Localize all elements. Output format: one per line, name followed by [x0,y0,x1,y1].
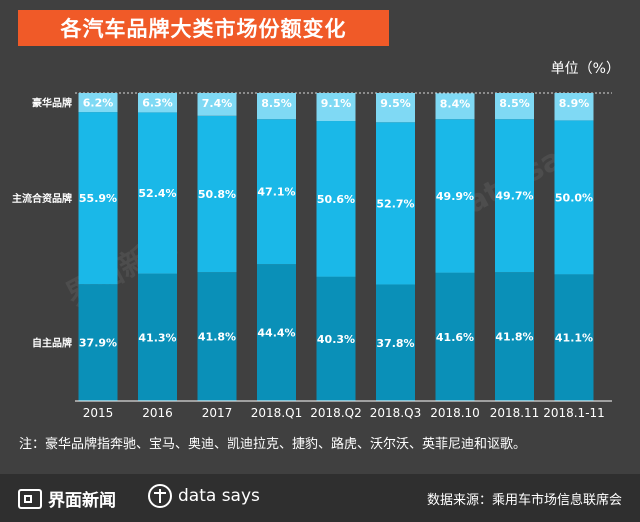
bar-segment [257,93,296,120]
bar-segment [435,119,475,273]
x-tick-label: 2018.Q1 [251,406,302,420]
stacked-bar-chart: 37.9% 55.9% 6.2% 2015 41.3% 52.4% 6.3% 2016 41.8… [12,92,612,420]
bar-segment [495,272,534,401]
data-label: 52.4% [138,187,176,200]
x-tick-label: 2018.Q3 [370,406,421,420]
data-label: 49.7% [495,190,533,203]
brand-name: 界面新闻 [48,491,116,511]
bar-segment [316,93,356,122]
bar-segment [78,112,118,285]
data-label: 52.7% [376,197,414,210]
data-label: 41.3% [138,331,176,344]
bar-segment [376,122,415,285]
data-source: 数据来源：乘用车市场信息联席会 [426,493,622,508]
data-label: 41.1% [555,332,593,345]
data-label: 8.5% [261,97,292,110]
data-label: 37.8% [376,337,414,350]
data-label: 55.9% [79,192,117,205]
footnote: 注：豪华品牌指奔驰、宝马、奥迪、凯迪拉克、捷豹、路虎、沃尔沃、英菲尼迪和讴歌。 [19,437,527,452]
series-label: 主流合资品牌 [12,192,72,205]
data-label: 8.4% [440,97,471,110]
bar-segment [316,121,356,277]
bar-segment [554,93,594,121]
data-label: 8.9% [559,97,590,110]
datasays-brand: data says [148,484,260,508]
x-tick-label: 2018.10 [430,406,480,420]
bar-segment [554,274,594,401]
x-tick-label: 2016 [142,406,173,420]
x-tick-label: 2017 [202,406,233,420]
brand: 界面新闻 [18,486,116,511]
jiemian-logo-icon [18,488,42,509]
data-label: 9.5% [380,97,411,110]
bar-segment [138,93,177,113]
series-label: 自主品牌 [32,337,72,350]
bar-segment [197,272,237,401]
data-label: 50.0% [555,191,593,204]
x-tick-label: 2018.11 [490,406,540,420]
data-label: 37.9% [79,337,117,350]
bar-segment [197,93,237,116]
datasays-logo-icon [148,484,172,508]
unit-label: 单位（%） [550,61,620,77]
bar-segment [138,273,177,401]
x-tick-label: 2018.1-11 [543,406,605,420]
data-label: 6.3% [142,97,173,110]
data-label: 47.1% [257,186,295,199]
data-label: 8.5% [499,97,530,110]
bar-segment [316,276,356,401]
data-label: 41.6% [436,331,474,344]
data-label: 7.4% [202,97,233,110]
bar-segment [257,264,296,401]
data-label: 9.1% [321,97,352,110]
bar-segment [435,272,475,401]
datasays-name: data says [178,486,260,506]
data-label: 50.6% [317,193,355,206]
bar-segment [435,93,475,120]
data-label: 41.8% [198,331,236,344]
bar-segment [78,284,118,401]
bar-segment [554,120,594,275]
bar-segment [78,93,118,113]
data-label: 50.8% [198,188,236,201]
chart-title: 各汽车品牌大类市场份额变化 [18,10,389,46]
series-label: 豪华品牌 [32,97,72,110]
footer: 界面新闻 data says 数据来源：乘用车市场信息联席会 [0,474,640,522]
data-label: 44.4% [257,327,295,340]
bar-segment [495,93,534,120]
x-tick-label: 2018.Q2 [310,406,361,420]
data-label: 6.2% [83,97,114,110]
data-label: 40.3% [317,333,355,346]
bar-segment [376,93,415,123]
bar-segment [138,112,177,274]
data-label: 49.9% [436,190,474,203]
data-label: 41.8% [495,331,533,344]
bar-segment [376,284,415,401]
bar-segment [495,119,534,273]
x-tick-label: 2015 [83,406,114,420]
bar-segment [257,119,296,265]
bar-segment [197,115,237,273]
